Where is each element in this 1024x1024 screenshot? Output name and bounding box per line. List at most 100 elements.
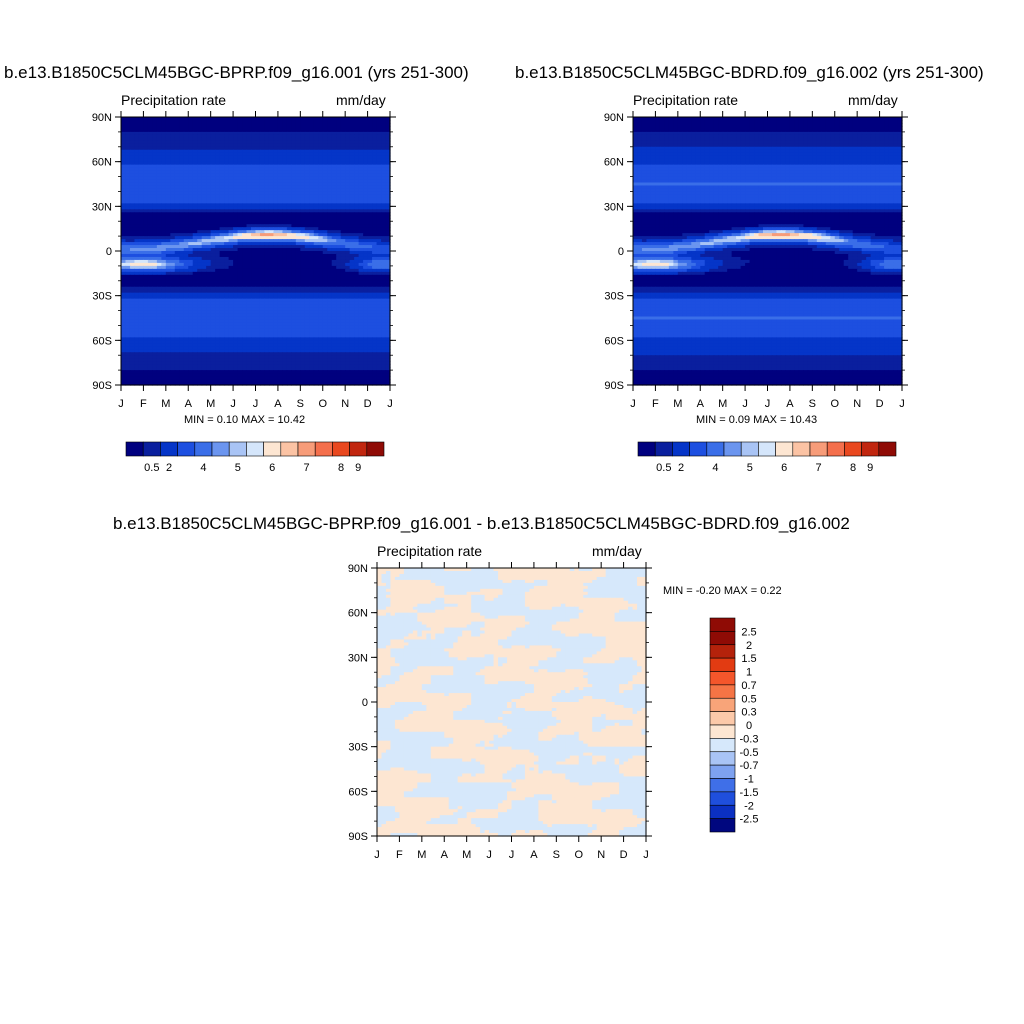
panel1-cell xyxy=(372,182,378,187)
panel1-cell xyxy=(197,242,203,246)
panel1-cell xyxy=(183,161,189,166)
panel1-cell xyxy=(358,125,364,130)
panel1-cell xyxy=(340,358,346,362)
panel1-cell xyxy=(242,265,248,270)
panel1-cell xyxy=(219,152,225,157)
panel1-cell xyxy=(277,218,283,222)
panel1-cell xyxy=(295,292,301,297)
panel1-cell xyxy=(206,170,212,175)
panel1-cell xyxy=(215,146,221,151)
panel1-cell xyxy=(300,137,306,142)
panel1-cell xyxy=(121,149,127,154)
panel1-cell xyxy=(309,298,315,303)
panel1-cell xyxy=(255,268,261,273)
panel1-cell xyxy=(219,295,225,300)
panel1-cell xyxy=(318,313,324,318)
panel1-cell xyxy=(206,215,212,219)
panel1-cell xyxy=(381,218,387,222)
panel1-cell xyxy=(219,352,225,356)
panel1-cell xyxy=(125,361,131,365)
panel1-cell xyxy=(161,182,167,187)
panel1-cell xyxy=(255,322,261,327)
panel1-cell xyxy=(255,191,261,196)
panel1-cell xyxy=(327,152,333,157)
panel1-cell xyxy=(336,343,342,347)
panel1-cell xyxy=(286,361,292,365)
panel1-cell xyxy=(286,176,292,181)
panel1-cell xyxy=(336,337,342,341)
panel1-cell xyxy=(264,248,270,252)
panel1-cell xyxy=(376,179,382,184)
panel1-cell xyxy=(291,137,297,142)
panel1-cell xyxy=(170,239,176,243)
panel1-cell xyxy=(300,131,306,136)
panel1-cell xyxy=(219,194,225,198)
panel1-cell xyxy=(268,325,275,330)
panel1-cell xyxy=(259,143,266,148)
panel1-cell xyxy=(246,304,252,309)
panel1-cell xyxy=(259,176,266,181)
panel1-cell xyxy=(192,253,198,258)
panel1-cell xyxy=(215,188,221,193)
panel1-cell xyxy=(210,295,216,300)
panel1-cell xyxy=(156,152,162,157)
panel1-cell xyxy=(255,328,261,332)
panel1-cell xyxy=(233,236,239,240)
panel1-cell xyxy=(183,259,189,264)
panel1-cell xyxy=(385,298,391,303)
panel1-cell xyxy=(237,313,243,318)
panel1-cell xyxy=(201,337,207,341)
panel1-cell xyxy=(358,358,364,362)
panel1-cell xyxy=(331,212,337,216)
panel1-cell xyxy=(282,334,288,338)
panel1-cell xyxy=(188,119,194,124)
panel1-cell xyxy=(156,325,162,330)
panel1-cell xyxy=(286,280,292,285)
panel1-cell xyxy=(318,346,324,350)
panel1-cell xyxy=(354,233,360,237)
panel1-cell xyxy=(197,271,203,276)
panel1-cell xyxy=(206,313,212,318)
panel1-cell xyxy=(349,289,355,294)
panel1-cell xyxy=(340,230,346,234)
panel1-cell xyxy=(183,158,189,163)
panel1-cell xyxy=(197,176,203,181)
panel1-cell xyxy=(165,218,171,222)
panel1-cell xyxy=(237,218,243,222)
panel1-cell xyxy=(354,292,360,297)
panel1-cell xyxy=(147,137,153,142)
panel1-cell xyxy=(206,259,212,264)
panel1-cell xyxy=(309,289,315,294)
panel1-cell xyxy=(273,188,279,193)
panel1-cell xyxy=(309,352,315,356)
panel1-cell xyxy=(313,119,319,124)
panel1-cell xyxy=(156,117,162,121)
panel1-cell xyxy=(340,137,346,142)
panel1-cell xyxy=(242,346,248,350)
panel1-cell xyxy=(286,340,292,344)
panel1-cell xyxy=(197,161,203,166)
panel1-cell xyxy=(385,274,391,279)
panel1-cell xyxy=(242,179,248,184)
panel1-cell xyxy=(304,209,310,213)
panel1-cell xyxy=(354,206,360,210)
panel1-cell xyxy=(174,259,180,264)
panel1-cell xyxy=(367,128,373,133)
panel1-cell xyxy=(251,265,257,270)
panel1-cell xyxy=(210,176,216,181)
panel1-cell xyxy=(264,158,270,163)
panel1-cell xyxy=(188,361,194,365)
panel1-cell xyxy=(165,292,171,297)
panel1-cell xyxy=(322,331,328,335)
panel1-cell xyxy=(206,346,212,350)
panel1-cell xyxy=(345,289,351,294)
panel1-cell xyxy=(331,227,337,231)
panel1-cell xyxy=(251,173,257,178)
panel1-cell xyxy=(331,340,337,344)
panel1-cell xyxy=(206,280,212,285)
panel1-cell xyxy=(174,280,180,285)
panel1-cell xyxy=(188,328,194,332)
panel1-cell xyxy=(259,191,266,196)
panel1-cell xyxy=(129,361,136,365)
panel1-cell xyxy=(381,182,387,187)
